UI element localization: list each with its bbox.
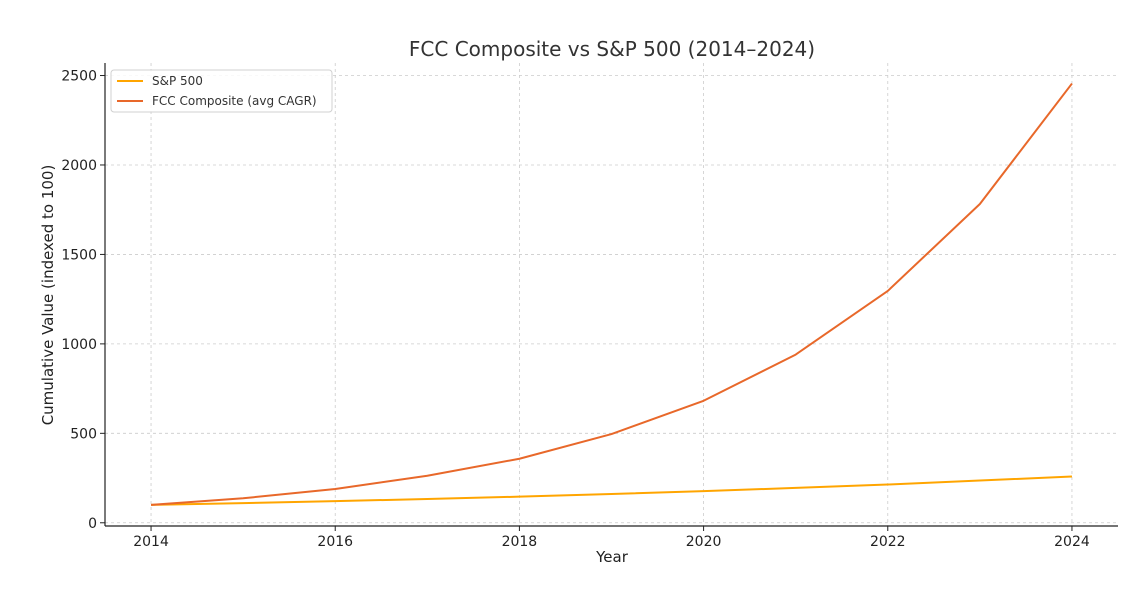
chart-title: FCC Composite vs S&P 500 (2014–2024) [409, 37, 815, 61]
y-tick-label: 500 [70, 426, 97, 442]
y-axis-label: Cumulative Value (indexed to 100) [39, 165, 57, 426]
series-line-fcc-composite [150, 82, 1073, 506]
x-tick-label: 2024 [1054, 534, 1090, 550]
x-tick-label: 2016 [317, 534, 353, 550]
x-tick-label: 2022 [870, 534, 906, 550]
x-tick-label: 2020 [686, 534, 722, 550]
legend-label: FCC Composite (avg CAGR) [152, 94, 317, 108]
y-tick-label: 2000 [61, 158, 97, 174]
legend: S&P 500 FCC Composite (avg CAGR) [110, 69, 333, 113]
x-tick-label: 2018 [502, 534, 538, 550]
y-tick-label: 2500 [61, 69, 97, 85]
y-tick-label: 0 [88, 516, 97, 532]
y-tick-label: 1000 [61, 337, 97, 353]
y-tick-label: 1500 [61, 247, 97, 263]
x-axis-label: Year [595, 548, 629, 566]
x-tick-label: 2014 [133, 534, 169, 550]
tick-labels: 2014 2016 2018 2020 2022 2024 0 500 1000 1500 2000… [61, 69, 1089, 550]
series-lines [150, 82, 1073, 506]
legend-box [110, 69, 333, 113]
series-line-sp500 [151, 475, 1072, 506]
grid [105, 63, 1118, 526]
legend-label: S&P 500 [152, 74, 203, 88]
axes [100, 63, 1118, 531]
